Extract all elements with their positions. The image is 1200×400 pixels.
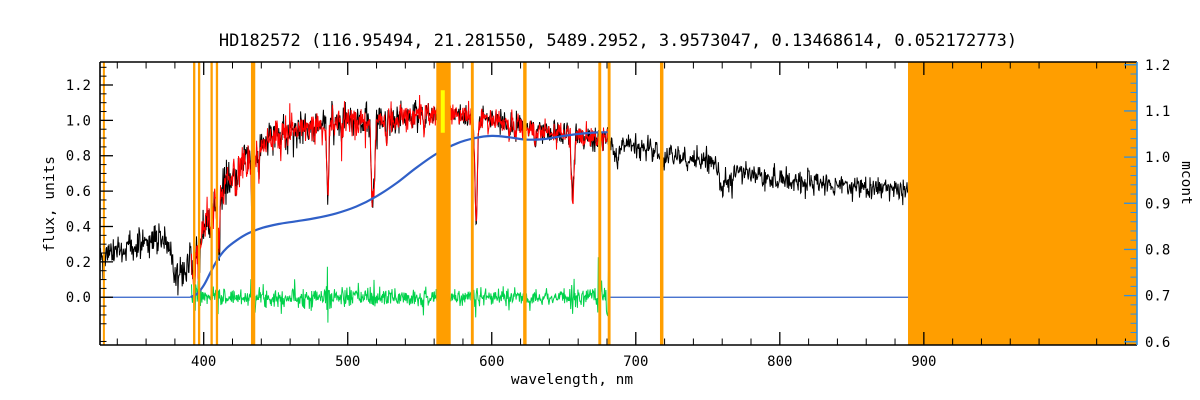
series-continuum	[100, 131, 908, 299]
series-residual	[191, 256, 611, 333]
y-right-tick-label: 0.8	[1145, 242, 1170, 258]
series-fit	[191, 94, 611, 294]
x-tick-label: 600	[479, 354, 504, 370]
y-left-axis-label: flux, units	[42, 156, 58, 252]
y-right-tick-label: 1.1	[1145, 104, 1170, 120]
y-left-tick-label: 0.6	[66, 184, 91, 200]
x-tick-label: 900	[911, 354, 936, 370]
series-observed	[99, 96, 910, 296]
x-tick-label: 700	[623, 354, 648, 370]
y-left-tick-label: 0.2	[66, 255, 91, 271]
chart-title: HD182572 (116.95494, 21.281550, 5489.295…	[219, 31, 1017, 51]
y-right-axis-label: mcont	[1178, 161, 1194, 205]
y-left-tick-label: 0.4	[66, 219, 91, 235]
x-tick-label: 400	[191, 354, 216, 370]
y-left-tick-label: 0.0	[66, 290, 91, 306]
tick-labels: 400 500 600 700 800 900 0.0 0.2 0.4 0.6 0.8 1.0 1.2 0…	[66, 58, 1171, 370]
x-tick-label: 800	[767, 354, 792, 370]
y-right-tick-label: 0.6	[1145, 335, 1170, 351]
mask-block	[907, 62, 1137, 345]
y-left-tick-label: 1.0	[66, 113, 91, 129]
y-left-tick-label: 0.8	[66, 149, 91, 165]
y-right-tick-label: 1.2	[1145, 58, 1170, 74]
axes-frame	[99, 61, 1138, 346]
y-right-tick-label: 0.7	[1145, 289, 1170, 305]
y-right-tick-label: 1.0	[1145, 150, 1170, 166]
y-left-tick-label: 1.2	[66, 78, 91, 94]
x-axis-label: wavelength, nm	[511, 372, 633, 388]
x-tick-label: 500	[335, 354, 360, 370]
y-right-tick-label: 0.9	[1145, 196, 1170, 212]
mask-bands	[102, 62, 664, 345]
